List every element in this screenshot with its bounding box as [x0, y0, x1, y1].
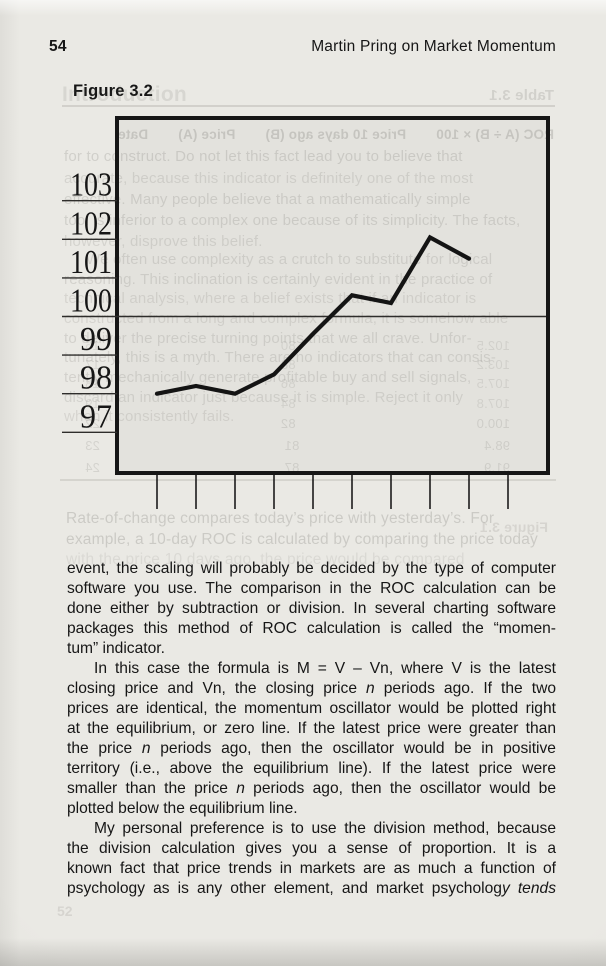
body-text: event, the scaling will probably be deci…: [67, 559, 556, 899]
body-text-line: done either by subtraction or division. …: [67, 600, 556, 617]
bleed-through-text: reasoning. This inclination is certainly…: [64, 271, 493, 288]
y-axis-label: 103: [70, 167, 112, 204]
y-axis-label: 102: [70, 205, 112, 242]
bleed-through-text: however, disprove this belief.: [64, 233, 263, 250]
price-line: [154, 234, 472, 396]
page-number: 54: [49, 38, 67, 55]
body-text-line: the price n periods ago, then the oscill…: [67, 740, 556, 757]
chart-paper-wash: [117, 118, 548, 473]
body-text-line: closing price and Vn, the closing price …: [67, 680, 556, 697]
body-text-line: at the equilibrium, or zero line. If the…: [67, 720, 556, 737]
body-text-line: event, the scaling will probably be deci…: [67, 560, 556, 577]
y-axis-label: 100: [70, 283, 112, 320]
ghost-page-number: 52: [57, 903, 73, 919]
bleed-through-text: for to construct. Do not let this fact l…: [64, 148, 463, 165]
y-axis-label: 97: [80, 398, 112, 435]
body-text-line: software you use. The comparison in the …: [67, 580, 556, 597]
bleed-through-text: technical analysis, where a belief exist…: [64, 290, 477, 307]
body-text-line: the division calculation gives you a sen…: [67, 840, 556, 857]
body-text-line: packages this method of ROC calculation …: [67, 620, 556, 637]
body-text-line: In this case the formula is M = V – Vn, …: [94, 660, 556, 677]
body-text-line: psychology as is any other element, and …: [67, 880, 556, 897]
body-text-line: known fact that price trends in markets …: [67, 860, 556, 877]
bleed-through-rule: [60, 479, 556, 481]
running-header: 54 Martin Pring on Market Momentum: [49, 38, 556, 56]
body-text-line: prices are identical, the momentum oscil…: [67, 700, 556, 717]
bleed-through-text: We often use complexity as a crutch to s…: [86, 251, 493, 268]
bleed-through-text: tunately, this is a myth. There are no i…: [64, 349, 497, 366]
bleed-through-text: when it consistently fails.: [64, 408, 235, 425]
bleed-through-text: accurate, because this indicator is defi…: [64, 170, 474, 187]
bleed-through-text: to deliver the precise turning points th…: [64, 330, 472, 347]
bleed-through-text: example, a 10-day ROC is calculated by c…: [66, 531, 539, 548]
bleed-through-text: effective. Many people believe that a ma…: [64, 191, 471, 208]
body-text-line: territory (i.e., above the equilibrium l…: [67, 760, 556, 777]
bleed-through-text: Introduction: [62, 83, 187, 106]
body-text-line: smaller than the price n periods ago, th…: [67, 780, 556, 797]
figure-label: Figure 3.2: [73, 82, 153, 100]
body-text-line: plotted below the equilibrium line.: [67, 800, 298, 817]
bleed-through-text: with the price 10 days ago, the price wo…: [66, 551, 465, 568]
bleed-through-text: constructed from a long and complex form…: [64, 310, 509, 327]
body-text-line: tum” indicator.: [67, 640, 165, 657]
bleed-through-text: tool is inferior to a complex one becaus…: [64, 212, 521, 229]
bleed-through-rule: [62, 105, 555, 107]
y-axis-label: 101: [70, 244, 112, 281]
bleed-through-text: Rate-of-change compares today’s price wi…: [66, 510, 495, 527]
y-axis-label: 99: [80, 321, 112, 358]
y-axis-label: 98: [80, 360, 112, 397]
chart-frame: [115, 116, 550, 475]
running-title: Martin Pring on Market Momentum: [311, 38, 556, 55]
body-text-line: My personal preference is to use the div…: [94, 820, 556, 837]
